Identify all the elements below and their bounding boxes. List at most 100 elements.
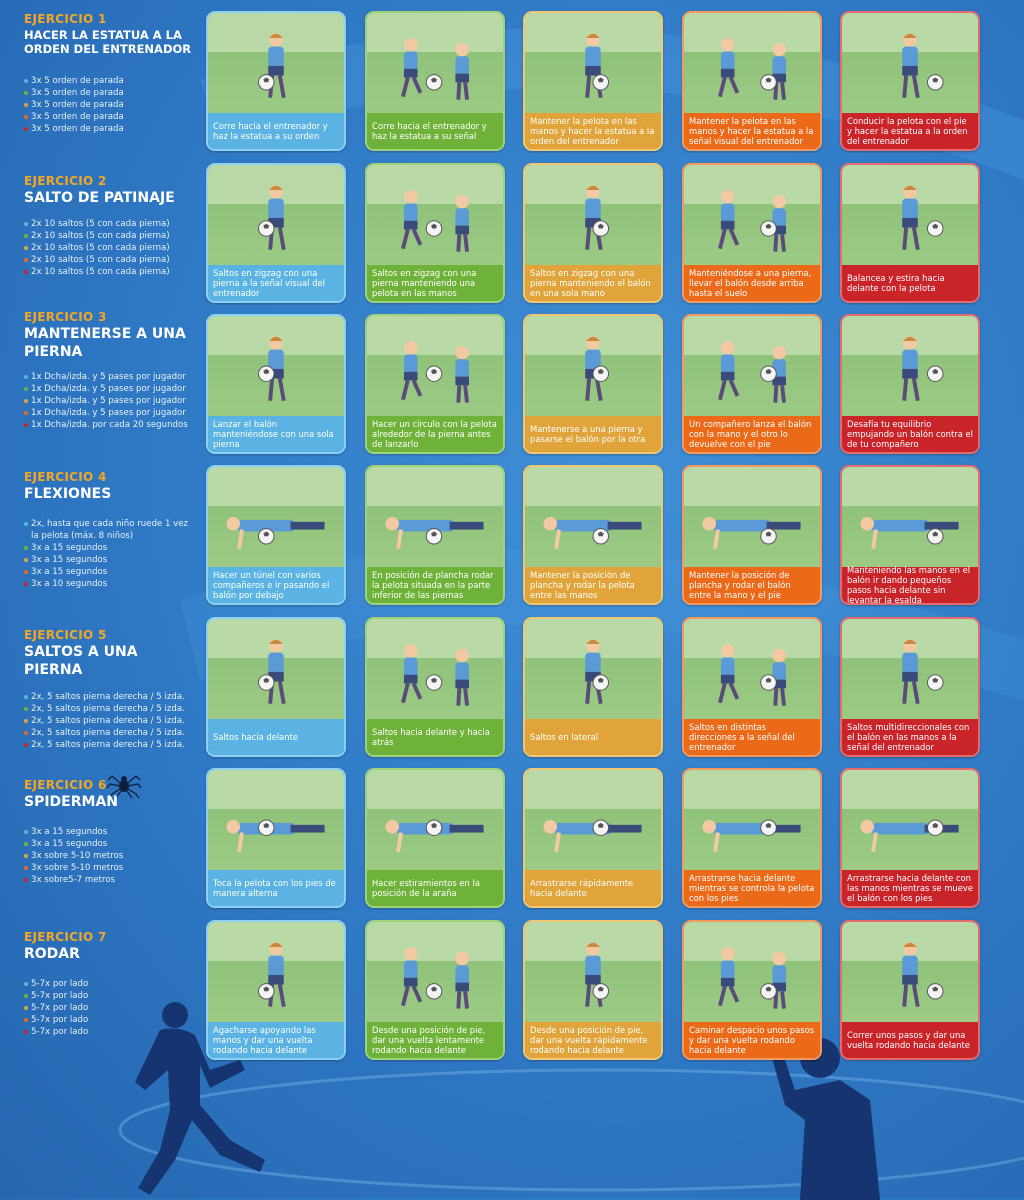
exercise-4-title: FLEXIONES (24, 486, 112, 502)
exercise-4-card-1: Hacer un túnel con varios compañeros e i… (206, 465, 346, 605)
card-caption: Corre hacia el entrenador y haz la estat… (208, 113, 344, 149)
card-caption: Desde una posición de pie, dar una vuelt… (525, 1022, 661, 1058)
card-caption: Conducir la pelota con el pie y hacer la… (842, 113, 978, 149)
exercise-7-card-4: Caminar despacio unos pasos y dar una vu… (682, 920, 822, 1060)
exercise-3-number: EJERCICIO 3 (24, 310, 107, 324)
exercise-4-card-4: Mantener la posición de plancha y rodar … (682, 465, 822, 605)
exercise-1-title: HACER LA ESTATUA A LA ORDEN DEL ENTRENAD… (24, 28, 192, 57)
exercise-6-card-4: Arrastrarse hacia delante mientras se co… (682, 768, 822, 908)
exercise-5-card-4: Saltos en distintas direcciones a la señ… (682, 617, 822, 757)
exercise-1-info: EJERCICIO 1 HACER LA ESTATUA A LA ORDEN … (24, 12, 199, 135)
card-caption: Hacer un túnel con varios compañeros e i… (208, 567, 344, 603)
exercise-5-card-2: Saltos hacia delante y hacia atrás (365, 617, 505, 757)
exercise-illustration (367, 13, 503, 115)
rep-item: 3x sobre5-7 metros (24, 874, 199, 886)
exercise-illustration (842, 467, 978, 569)
exercise-7-number: EJERCICIO 7 (24, 930, 107, 944)
exercise-1-card-1: Corre hacia el entrenador y haz la estat… (206, 11, 346, 151)
card-caption: Arrastrarse rápidamente hacia delante (525, 870, 661, 906)
exercise-1-card-4: Mantener la pelota en las manos y hacer … (682, 11, 822, 151)
exercise-6-card-2: Hacer estiramientos en la posición de la… (365, 768, 505, 908)
exercise-5-info: EJERCICIO 5 SALTOS A UNA PIERNA 2x, 5 sa… (24, 628, 199, 751)
rep-item: 2x, hasta que cada niño ruede 1 vez la p… (24, 518, 196, 542)
exercise-6-number: EJERCICIO 6 (24, 778, 107, 792)
exercise-illustration (842, 316, 978, 418)
card-caption: Mantener la pelota en las manos y hacer … (684, 113, 820, 149)
exercise-illustration (367, 922, 503, 1024)
card-caption: Mantener la posición de plancha y rodar … (684, 567, 820, 603)
exercise-7-card-5: Correr unos pasos y dar una vuelta rodan… (840, 920, 980, 1060)
card-caption: Saltos hacia delante y hacia atrás (367, 719, 503, 755)
exercise-5-number: EJERCICIO 5 (24, 628, 107, 642)
exercise-5-card-1: Saltos hacia delante (206, 617, 346, 757)
rep-item: 2x, 5 saltos pierna derecha / 5 izda. (24, 727, 199, 739)
exercise-illustration (208, 619, 344, 721)
rep-item: 3x a 15 segundos (24, 838, 199, 850)
exercise-illustration (208, 165, 344, 267)
exercise-7-card-1: Agacharse apoyando las manos y dar una v… (206, 920, 346, 1060)
card-caption: Agacharse apoyando las manos y dar una v… (208, 1022, 344, 1058)
exercise-illustration (525, 467, 661, 569)
rep-item: 1x Dcha/izda. y 5 pases por jugador (24, 371, 199, 383)
exercise-3-card-1: Lanzar el balón manteniéndose con una so… (206, 314, 346, 454)
exercise-illustration (525, 770, 661, 872)
exercise-illustration (842, 13, 978, 115)
exercise-7-reps: 5-7x por lado 5-7x por lado 5-7x por lad… (24, 978, 199, 1038)
card-caption: Toca la pelota con los pies de manera al… (208, 870, 344, 906)
card-caption: Lanzar el balón manteniéndose con una so… (208, 416, 344, 452)
exercise-illustration (367, 619, 503, 721)
rep-item: 3x 5 orden de parada (24, 123, 199, 135)
rep-item: 5-7x por lado (24, 1014, 199, 1026)
rep-item: 2x 10 saltos (5 con cada pierna) (24, 242, 199, 254)
exercise-illustration (684, 316, 820, 418)
exercise-1-number: EJERCICIO 1 (24, 12, 107, 26)
exercise-illustration (684, 13, 820, 115)
card-caption: Saltos hacia delante (208, 719, 344, 755)
exercise-illustration (367, 467, 503, 569)
exercise-illustration (684, 165, 820, 267)
exercise-5-title: SALTOS A UNA PIERNA (24, 644, 138, 678)
rep-item: 3x 5 orden de parada (24, 75, 199, 87)
rep-item: 5-7x por lado (24, 1026, 199, 1038)
exercise-illustration (525, 922, 661, 1024)
card-caption: Saltos en zigzag con una pierna mantenie… (525, 265, 661, 301)
card-caption: Mantener la pelota en las manos y hacer … (525, 113, 661, 149)
exercise-5-card-3: Saltos en lateral (523, 617, 663, 757)
exercise-4-number: EJERCICIO 4 (24, 470, 107, 484)
rep-item: 1x Dcha/izda. y 5 pases por jugador (24, 395, 199, 407)
card-caption: Hacer estiramientos en la posición de la… (367, 870, 503, 906)
rep-item: 5-7x por lado (24, 978, 199, 990)
rep-item: 5-7x por lado (24, 1002, 199, 1014)
exercise-illustration (842, 619, 978, 721)
exercise-6-info: EJERCICIO 6 SPIDERMAN 3x a 15 segundos 3… (24, 778, 199, 886)
exercise-4-reps: 2x, hasta que cada niño ruede 1 vez la p… (24, 518, 199, 590)
exercise-3-title: MANTENERSE A UNA PIERNA (24, 326, 186, 360)
rep-item: 3x a 10 segundos (24, 578, 199, 590)
exercise-illustration (842, 922, 978, 1024)
card-caption: Manteniendo las manos en el balón ir dan… (842, 565, 978, 603)
exercise-6-card-3: Arrastrarse rápidamente hacia delante (523, 768, 663, 908)
exercise-3-card-4: Un compañero lanza el balón con la mano … (682, 314, 822, 454)
exercise-4-card-2: En posición de plancha rodar la pelota s… (365, 465, 505, 605)
exercise-2-title: SALTO DE PATINAJE (24, 190, 175, 206)
card-caption: Saltos multidireccionales con el balón e… (842, 719, 978, 755)
exercise-4-info: EJERCICIO 4 FLEXIONES 2x, hasta que cada… (24, 470, 199, 590)
exercise-3-card-2: Hacer un círculo con la pelota alrededor… (365, 314, 505, 454)
exercise-2-info: EJERCICIO 2 SALTO DE PATINAJE 2x 10 salt… (24, 174, 199, 278)
card-caption: Un compañero lanza el balón con la mano … (684, 416, 820, 452)
card-caption: En posición de plancha rodar la pelota s… (367, 567, 503, 603)
card-caption: Corre hacia el entrenador y haz la estat… (367, 113, 503, 149)
rep-item: 3x a 15 segundos (24, 554, 199, 566)
exercise-illustration (367, 770, 503, 872)
exercise-illustration (208, 467, 344, 569)
card-caption: Desde una posición de pie, dar una vuelt… (367, 1022, 503, 1058)
exercise-illustration (525, 13, 661, 115)
exercise-illustration (525, 165, 661, 267)
exercise-7-card-3: Desde una posición de pie, dar una vuelt… (523, 920, 663, 1060)
exercise-sidebar: EJERCICIO 1 HACER LA ESTATUA A LA ORDEN … (0, 0, 200, 1198)
exercise-6-title: SPIDERMAN (24, 794, 119, 810)
exercise-illustration (208, 316, 344, 418)
exercise-illustration (525, 316, 661, 418)
exercise-2-card-4: Manteniéndose a una pierna, llevar el ba… (682, 163, 822, 303)
rep-item: 1x Dcha/izda. y 5 pases por jugador (24, 383, 199, 395)
